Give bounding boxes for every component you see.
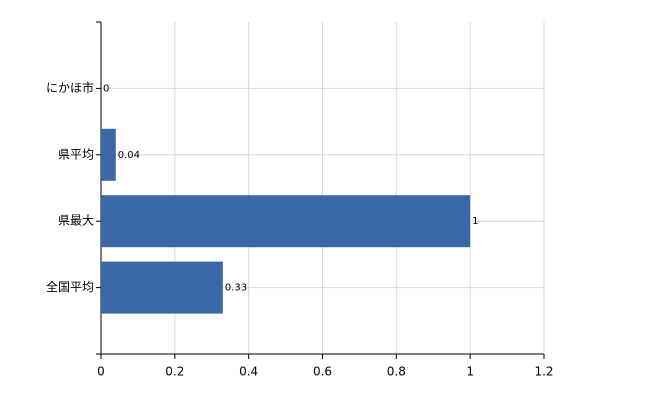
bar xyxy=(101,195,471,248)
value-label: 0.04 xyxy=(118,150,140,161)
value-label: 1 xyxy=(472,216,478,227)
x-tick-label: 0.8 xyxy=(387,365,406,379)
value-label: 0.33 xyxy=(225,283,247,294)
x-tick-label: 1.2 xyxy=(534,365,553,379)
x-tick-label: 0 xyxy=(97,365,105,379)
y-tick-label: 県平均 xyxy=(58,147,94,161)
x-tick-label: 0.4 xyxy=(239,365,258,379)
bar xyxy=(101,261,223,314)
bar xyxy=(101,128,116,181)
y-tick-label: にかほ市 xyxy=(46,80,94,95)
x-tick-label: 1 xyxy=(466,365,474,379)
y-tick-label: 全国平均 xyxy=(46,279,94,294)
y-tick-label: 県最大 xyxy=(58,214,94,228)
value-label: 0 xyxy=(103,83,109,94)
x-tick-label: 0.2 xyxy=(165,365,184,379)
x-tick-label: 0.6 xyxy=(313,365,332,379)
